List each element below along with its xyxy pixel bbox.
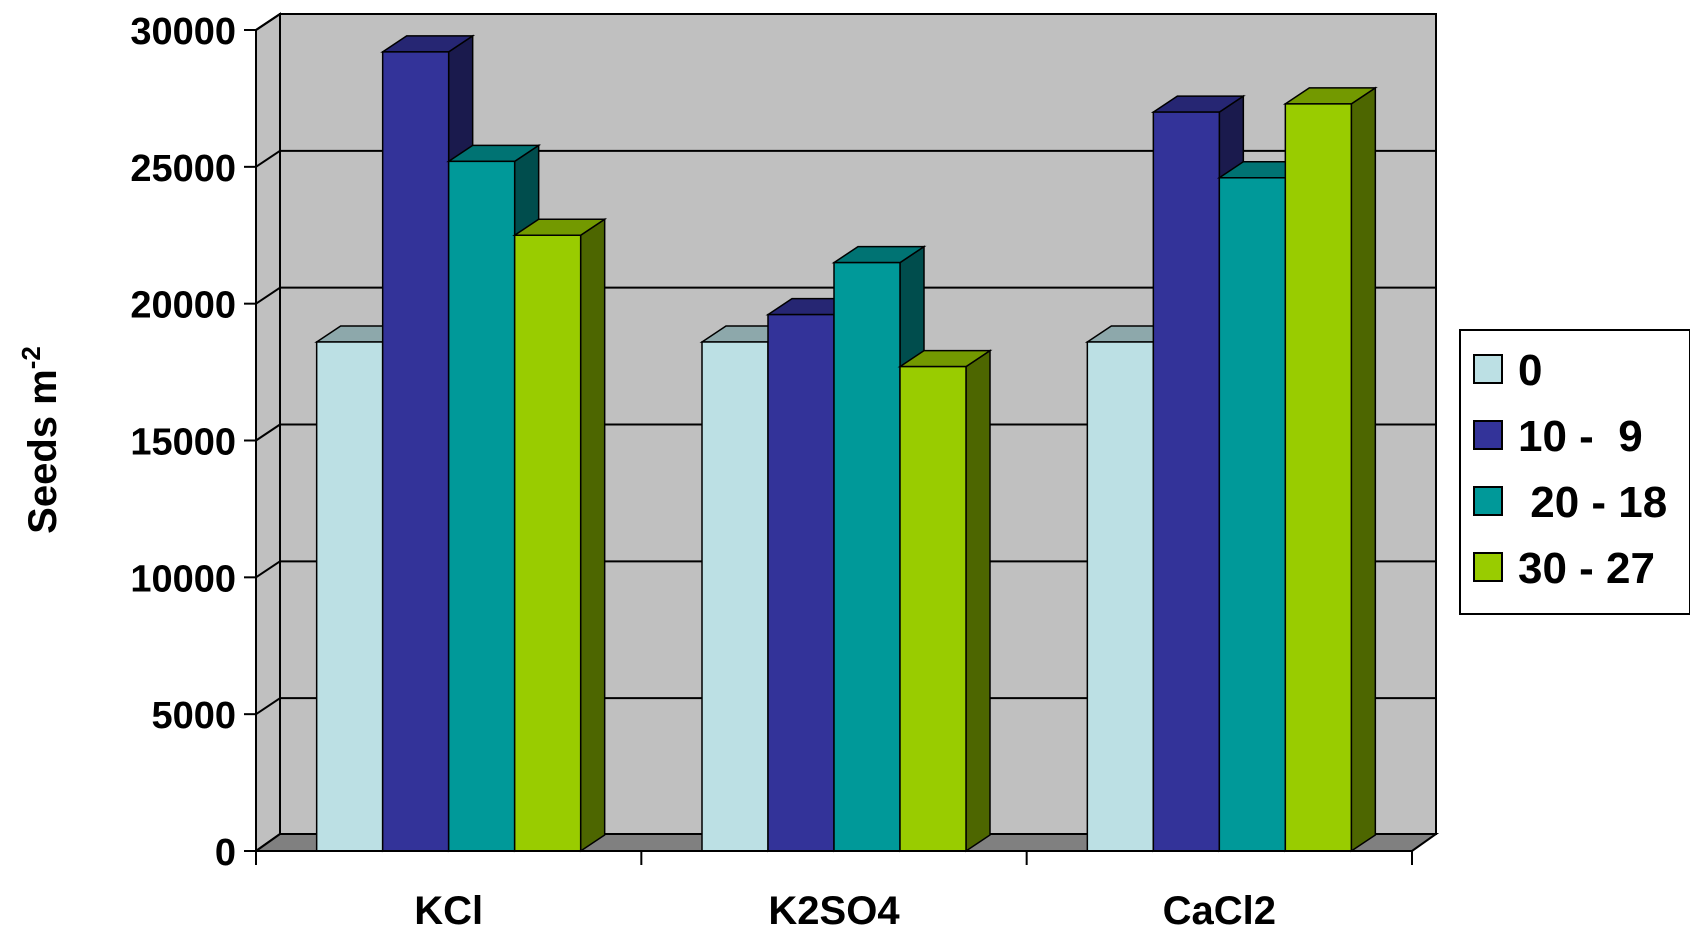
bar-front [767, 313, 835, 852]
category-label: CaCl2 [1163, 889, 1276, 931]
legend-label: 10 - 9 [1518, 412, 1643, 461]
category-label: KCl [414, 889, 483, 931]
gridline-side [255, 560, 281, 579]
legend-label: 0 [1518, 346, 1542, 395]
bar-front [1086, 341, 1155, 852]
bar-front [1218, 177, 1287, 852]
y-tick-label: 0 [215, 832, 236, 874]
y-tick-label: 30000 [130, 11, 236, 53]
bar-front [381, 51, 450, 852]
y-axis-label-text: Seeds m [21, 369, 65, 534]
bar [897, 349, 993, 853]
legend-swatch [1473, 486, 1503, 516]
axes [244, 29, 1413, 865]
y-axis-label: Seeds m-2 [16, 346, 65, 534]
bar-front [1152, 111, 1221, 852]
y-tick-label: 5000 [151, 695, 236, 737]
bar-side [1350, 86, 1377, 853]
gridline-side [255, 286, 281, 305]
category-labels: KCl K2SO4 CaCl2 [414, 889, 1276, 931]
legend-swatch [1473, 552, 1503, 582]
legend-label: 30 - 27 [1518, 544, 1655, 593]
bar-side [579, 217, 606, 853]
legend-item: 0 [1473, 346, 1542, 395]
legend-swatch [1473, 420, 1503, 450]
legend-swatch [1473, 354, 1503, 384]
bar-front [833, 261, 901, 852]
gridline-side [255, 150, 281, 168]
bar-side [965, 349, 991, 853]
bars [314, 34, 1378, 853]
bar-front [701, 341, 769, 852]
y-axis-label-superscript: -2 [16, 346, 46, 369]
legend-label: 20 - 18 [1518, 478, 1667, 527]
bar-front [447, 160, 516, 852]
bar [512, 217, 608, 853]
bar-front [513, 234, 582, 852]
bar-front [899, 365, 967, 852]
y-tick-label: 15000 [130, 422, 236, 464]
bar-front [315, 341, 384, 852]
legend-item: 20 - 18 [1473, 478, 1667, 527]
y-tick-label: 20000 [130, 285, 236, 327]
legend-item: 30 - 27 [1473, 544, 1655, 593]
bar-front [1284, 103, 1353, 852]
gridline-side [255, 423, 281, 442]
legend: 0 10 - 9 20 - 18 30 - 27 [1459, 329, 1690, 615]
bar [1282, 86, 1378, 853]
y-tick-labels: 0 5000 10000 15000 20000 25000 30000 [130, 11, 236, 874]
y-tick-label: 10000 [130, 558, 236, 600]
gridline-side [255, 697, 281, 715]
y-tick-label: 25000 [130, 148, 236, 190]
category-label: K2SO4 [768, 889, 900, 931]
legend-item: 10 - 9 [1473, 412, 1643, 461]
gridline-side [255, 13, 281, 31]
